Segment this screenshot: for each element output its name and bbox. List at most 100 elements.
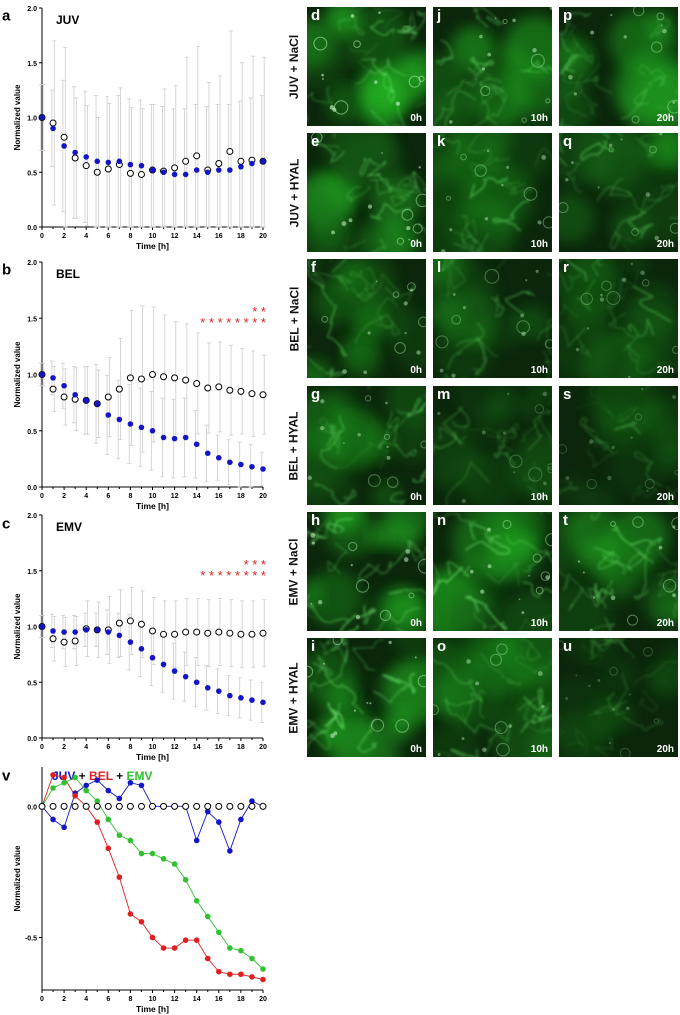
row-label: BEL + HYAL [283, 386, 305, 505]
data-point [182, 171, 189, 178]
data-point [50, 628, 56, 634]
significance-stars-top: * * * [244, 557, 266, 572]
data-point [249, 160, 255, 167]
data-point [193, 937, 200, 943]
data-point [50, 816, 56, 823]
data-point [116, 158, 123, 165]
data-point [116, 795, 123, 802]
x-tick-label: 0 [40, 996, 44, 1003]
x-tick-label: 18 [237, 996, 245, 1003]
y-tick-label: 0.0 [27, 736, 37, 743]
x-tick-label: 0 [40, 493, 44, 500]
data-point [216, 454, 222, 461]
micrograph-m: m 10h [433, 386, 552, 505]
title-part: EMV [127, 769, 153, 783]
data-point [137, 170, 145, 178]
micrograph-letter: s [563, 386, 572, 403]
y-tick-label: 0.0 [27, 225, 37, 232]
data-point [260, 699, 266, 706]
data-point [61, 629, 67, 635]
micrograph-time: 20h [656, 365, 674, 376]
micrograph-letter: m [437, 386, 451, 403]
x-tick-label: 20 [259, 493, 267, 500]
data-point [60, 802, 68, 810]
data-point [216, 688, 222, 694]
data-point [72, 391, 78, 398]
data-point [116, 832, 123, 839]
micrograph-u: u 20h [559, 638, 678, 757]
x-tick-label: 16 [215, 493, 223, 500]
data-point [83, 154, 89, 160]
data-point [227, 971, 233, 978]
micrograph-i: i 0h [307, 638, 426, 757]
x-tick-label: 16 [215, 996, 223, 1003]
title-part: + [75, 769, 89, 783]
x-tick-label: 16 [215, 744, 223, 751]
data-point [50, 785, 56, 791]
data-point [182, 376, 190, 384]
micrograph-time: 20h [656, 113, 674, 124]
x-tick-label: 0 [40, 233, 44, 240]
data-point [94, 777, 101, 783]
micrograph-texture [433, 638, 552, 757]
x-tick-label: 14 [193, 493, 201, 500]
data-point [38, 802, 46, 810]
micrograph-texture [307, 386, 426, 505]
micrograph-g: g 0h [307, 386, 426, 505]
row-label-text: JUV + HYAL [287, 158, 301, 227]
data-point [94, 798, 101, 804]
panel-letter: v [2, 767, 11, 784]
data-point [105, 412, 112, 418]
micrograph-time: 0h [410, 744, 422, 755]
data-point [204, 955, 211, 962]
data-point [105, 816, 112, 823]
data-point [171, 164, 179, 172]
data-point [137, 375, 145, 383]
data-point [193, 837, 200, 844]
data-point [237, 387, 245, 395]
data-point [61, 382, 67, 389]
x-tick-label: 10 [149, 233, 157, 240]
data-point [238, 163, 244, 170]
data-point [215, 159, 223, 167]
data-point [171, 435, 178, 442]
data-point [93, 802, 101, 810]
chart-title: JUV + BEL + EMV [52, 769, 153, 783]
micrograph-t: t 20h [559, 512, 678, 631]
x-tick-label: 20 [259, 996, 267, 1003]
data-point [105, 845, 112, 852]
data-point [216, 819, 222, 825]
micrograph-texture [559, 7, 678, 126]
data-point [248, 802, 256, 810]
data-point [94, 158, 101, 165]
data-point [260, 966, 266, 972]
micrograph-f: f 0h [307, 259, 426, 378]
micrograph-s: s 20h [559, 386, 678, 505]
micrograph-time: 0h [410, 365, 422, 376]
data-point [93, 168, 101, 176]
significance-stars-bottom: * * * * * * * * [200, 568, 266, 583]
y-tick-label: 0.0 [27, 485, 37, 492]
data-point [226, 386, 234, 394]
micrograph-texture [559, 133, 678, 252]
data-point [61, 774, 67, 781]
data-point [149, 850, 156, 857]
x-tick-label: 10 [149, 744, 157, 751]
chart-title: EMV [56, 520, 82, 534]
row-label: JUV + NaCl [283, 7, 305, 126]
panel-letter: b [2, 261, 11, 278]
row-label: EMV + HYAL [283, 638, 305, 757]
micrograph-time: 10h [530, 113, 548, 124]
x-tick-label: 4 [84, 493, 88, 500]
row-label-text: JUV + NaCl [287, 34, 302, 99]
data-point [204, 802, 212, 810]
data-point [182, 157, 190, 165]
y-tick-label: 1.5 [27, 61, 37, 68]
data-point [238, 461, 244, 468]
data-point [39, 371, 45, 378]
micrograph-time: 0h [410, 113, 422, 124]
micrograph-letter: n [437, 512, 447, 529]
data-point [193, 802, 201, 810]
data-point [226, 147, 234, 155]
data-point [149, 627, 156, 635]
